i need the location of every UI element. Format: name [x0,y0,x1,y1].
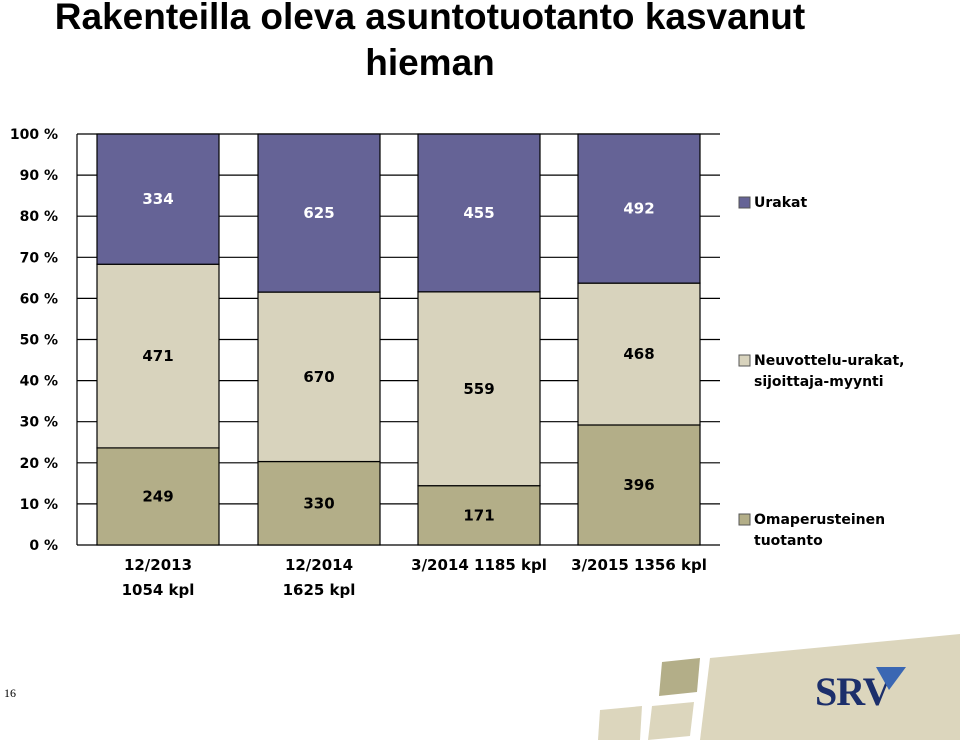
bar-segment [417,485,541,546]
bar-segment [257,291,381,463]
x-tick-label: 12/2014 [285,556,353,574]
logo-triangle-icon [876,667,906,690]
data-label: 471 [142,347,173,365]
srv-logo: SRV [815,669,892,714]
data-label: 492 [623,200,654,218]
bar-segment [257,133,381,293]
data-label: 468 [623,345,654,363]
bar-segment [577,424,701,546]
legend-swatch [738,513,751,526]
stacked-bar-chart: 0 % 10 % 20 % 30 % 40 % 50 % 60 % 70 % 80 % 90 % 1… [10,127,905,599]
legend-swatch [738,196,751,209]
y-tick-label: 30 % [20,415,58,431]
data-label: 559 [463,380,494,398]
data-label: 330 [303,494,334,512]
y-tick-label: 40 % [20,374,58,390]
x-tick-label: 12/2013 [124,556,192,574]
footer-decoration [598,634,960,740]
bar-segment [417,133,541,293]
data-label: 171 [463,506,494,524]
data-label: 396 [623,476,654,494]
slide-number: 16 [4,686,16,700]
footer-square-3 [598,706,642,740]
y-tick-label: 80 % [20,209,58,225]
legend-label: tuotanto [754,533,823,549]
footer-square-1 [659,658,700,696]
bar-segment [96,263,220,449]
y-tick-label: 70 % [20,250,58,266]
data-label: 334 [142,190,173,208]
y-tick-label: 60 % [20,291,58,307]
y-tick-label: 20 % [20,456,58,472]
y-tick-label: 90 % [20,168,58,184]
legend-label: Omaperusteinen [754,512,885,528]
data-label: 670 [303,368,334,386]
y-tick-label: 0 % [29,538,58,554]
legend-label: Neuvottelu-urakat, [754,353,904,369]
legend-label: sijoittaja-myynti [754,374,884,390]
slide-title: Rakenteilla oleva asuntotuotanto kasvanu… [54,0,806,83]
bar-segment [96,133,220,265]
data-label: 625 [303,204,334,222]
bar-segment [417,291,541,487]
data-label: 249 [142,487,173,505]
bar-segment [577,133,701,284]
x-tick-label: 1625 kpl [283,581,356,599]
x-tick-label: 3/2015 1356 kpl [571,556,707,574]
y-tick-label: 50 % [20,333,58,349]
bar-segment [577,282,701,426]
footer-band [700,634,960,740]
y-tick-label: 100 % [10,127,58,143]
data-label: 455 [463,204,494,222]
legend-swatch [738,354,751,367]
bar-segment [96,447,220,546]
y-tick-label: 10 % [20,497,58,513]
x-tick-label: 1054 kpl [122,581,195,599]
footer-square-2 [648,702,694,740]
legend-label: Urakat [754,195,807,211]
x-tick-label: 3/2014 1185 kpl [411,556,547,574]
